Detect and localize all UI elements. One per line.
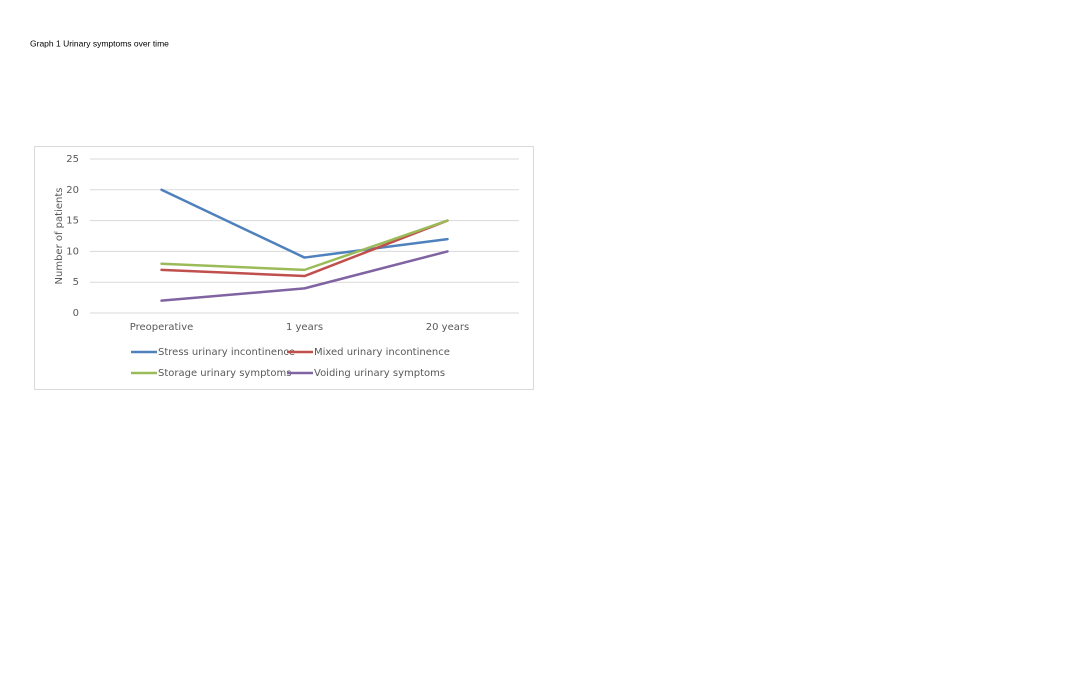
y-tick-label: 15 [66,216,79,227]
legend-label: Mixed urinary incontinence [314,347,450,358]
series-line [160,250,449,302]
series-line [160,188,449,259]
y-axis-label: Number of patients [54,188,65,285]
x-tick-label: 20 years [426,322,469,333]
series-line [160,219,449,272]
x-tick-label: Preoperative [130,322,194,333]
chart-title: Graph 1 Urinary symptoms over time [30,38,169,48]
x-tick-label: 1 years [286,322,323,333]
y-tick-label: 5 [73,277,79,288]
legend-label: Voiding urinary symptoms [314,368,445,379]
legend-label: Stress urinary incontinence [158,347,295,358]
y-tick-label: 20 [66,185,79,196]
series-line [160,219,449,278]
legend-label: Storage urinary symptoms [158,368,291,379]
y-tick-label: 25 [66,154,79,165]
y-tick-label: 0 [73,308,79,319]
y-tick-label: 10 [66,246,79,257]
